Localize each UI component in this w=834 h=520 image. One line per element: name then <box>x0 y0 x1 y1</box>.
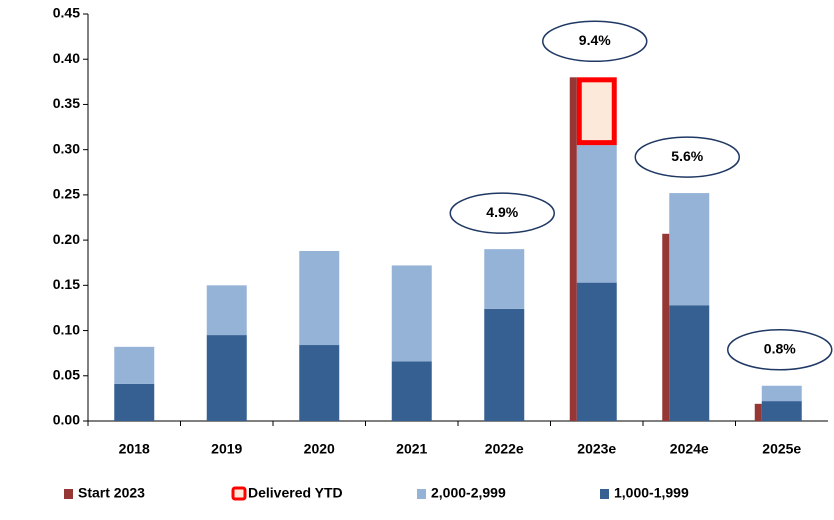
legend-label: 2,000-2,999 <box>431 485 506 501</box>
legend-swatch <box>417 489 426 499</box>
bar <box>576 145 617 283</box>
y-tick-label: 0.00 <box>53 412 80 428</box>
y-tick-label: 0.25 <box>53 186 80 202</box>
annotation: 9.4% <box>579 32 611 48</box>
legend-swatch <box>600 489 609 499</box>
bar <box>484 249 525 309</box>
annotation-bubble <box>634 136 740 178</box>
y-tick-label: 0.40 <box>53 50 80 66</box>
y-tick-label: 0.45 <box>53 5 80 21</box>
x-tick-label: 2019 <box>211 441 242 457</box>
bar <box>484 308 525 421</box>
bar <box>669 305 710 421</box>
x-tick-label: 2022e <box>485 441 524 457</box>
bar <box>391 265 432 362</box>
bar <box>391 361 432 421</box>
side-bar <box>662 233 670 421</box>
x-tick-label: 2021 <box>396 441 427 457</box>
bar <box>206 285 247 336</box>
bar <box>761 385 802 402</box>
x-tick-label: 2023e <box>577 441 616 457</box>
bar <box>761 401 802 421</box>
legend-label: 1,000-1,999 <box>614 485 689 501</box>
bar <box>299 250 340 346</box>
annotation-bubble <box>727 328 833 371</box>
bar <box>114 346 155 384</box>
annotation-bubble <box>449 192 555 234</box>
legend-swatch <box>231 486 247 501</box>
legend-label: Delivered YTD <box>248 485 343 501</box>
y-tick-label: 0.30 <box>53 140 80 156</box>
bar <box>114 383 155 421</box>
annotation-bubble <box>542 20 648 63</box>
outline-bar <box>576 77 617 146</box>
y-tick-label: 0.10 <box>53 321 80 337</box>
annotation: 5.6% <box>671 148 703 164</box>
side-bar <box>754 403 762 421</box>
bar <box>299 345 340 421</box>
x-tick-label: 2025e <box>762 441 801 457</box>
bar <box>576 282 617 421</box>
legend-label: Start 2023 <box>78 485 145 501</box>
x-tick-label: 2020 <box>304 441 335 457</box>
bar <box>669 193 710 306</box>
y-tick-label: 0.15 <box>53 276 80 292</box>
annotation: 0.8% <box>764 340 796 356</box>
side-bar <box>569 77 577 422</box>
y-tick-label: 0.20 <box>53 231 80 247</box>
x-tick-label: 2024e <box>670 441 709 457</box>
legend-swatch <box>64 489 73 499</box>
y-tick-label: 0.05 <box>53 366 80 382</box>
x-tick-label: 2018 <box>119 441 150 457</box>
y-tick-label: 0.35 <box>53 95 80 111</box>
annotation: 4.9% <box>486 204 518 220</box>
bar <box>206 335 247 421</box>
